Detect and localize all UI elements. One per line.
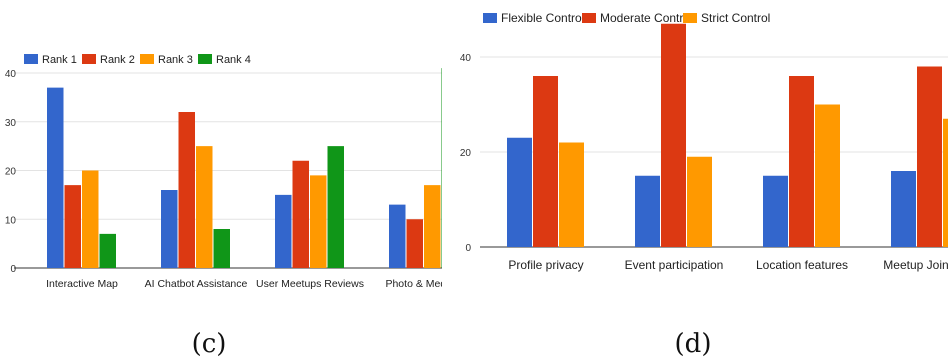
caption-c: (c) xyxy=(192,329,227,359)
bar-strict-control xyxy=(815,104,840,247)
legend-label: Flexible Control xyxy=(501,11,584,25)
chart-d-plot: 0 20 40 Profile privacy Event participation L… xyxy=(460,11,948,272)
y-tick-label: 30 xyxy=(5,118,17,129)
bar-rank-4 xyxy=(213,229,230,268)
bar-moderate-control xyxy=(661,23,686,247)
legend-label: Rank 3 xyxy=(158,54,193,66)
bar-rank-1 xyxy=(47,87,64,268)
bar-rank-4 xyxy=(327,146,344,268)
legend-label: Rank 4 xyxy=(216,54,251,66)
bar-rank-3 xyxy=(82,170,99,268)
chart-c: 0 10 20 30 40 Interactive Map AI Chatbot Assis… xyxy=(5,54,462,290)
legend-swatch xyxy=(82,54,96,64)
category-label: Event participation xyxy=(625,258,724,272)
bar-moderate-control xyxy=(789,76,814,247)
bar-rank-2 xyxy=(64,185,81,268)
bar-rank-3 xyxy=(310,175,327,268)
legend-label: Moderate Control xyxy=(600,11,693,25)
bar-rank-2 xyxy=(292,160,309,268)
bar-rank-4 xyxy=(441,68,442,268)
y-tick-label: 20 xyxy=(5,167,17,178)
bar-moderate-control xyxy=(533,76,558,247)
legend-swatch xyxy=(582,13,596,23)
bar-flexible-control xyxy=(763,175,788,247)
bar-flexible-control xyxy=(507,137,532,247)
y-tick-label: 0 xyxy=(10,264,16,275)
bar-strict-control xyxy=(687,156,712,247)
bar-flexible-control xyxy=(891,171,916,247)
legend-swatch xyxy=(24,54,38,64)
bar-rank-4 xyxy=(99,233,116,268)
y-tick-label: 40 xyxy=(5,69,17,80)
bar-rank-1 xyxy=(389,204,406,268)
legend-swatch xyxy=(140,54,154,64)
category-label: Profile privacy xyxy=(508,258,583,272)
category-label: Location features xyxy=(756,258,848,272)
bar-rank-2 xyxy=(178,112,195,268)
bar-rank-1 xyxy=(275,194,292,268)
category-label: AI Chatbot Assistance xyxy=(145,278,248,290)
legend-swatch xyxy=(198,54,212,64)
category-label: User Meetups Reviews xyxy=(256,278,364,290)
chart-d: 0 20 40 Profile privacy Event participation L… xyxy=(460,11,948,272)
y-tick-label: 40 xyxy=(460,53,472,64)
y-tick-label: 10 xyxy=(5,215,17,226)
legend-label: Strict Control xyxy=(701,11,770,25)
caption-d: (d) xyxy=(675,329,712,359)
legend-swatch xyxy=(683,13,697,23)
bar-rank-1 xyxy=(161,190,178,268)
legend-label: Rank 1 xyxy=(42,54,77,66)
category-label: Meetup Joining C xyxy=(883,258,948,272)
category-label: Interactive Map xyxy=(46,278,118,290)
bar-rank-2 xyxy=(406,219,423,268)
bar-flexible-control xyxy=(635,175,660,247)
bar-rank-3 xyxy=(424,185,441,268)
legend-label: Rank 2 xyxy=(100,54,135,66)
bar-moderate-control xyxy=(917,66,942,247)
chart-c-plot: 0 10 20 30 40 Interactive Map AI Chatbot Assis… xyxy=(5,54,462,290)
category-label: Photo & Media s xyxy=(385,278,462,290)
bar-strict-control xyxy=(943,118,948,247)
bar-strict-control xyxy=(559,142,584,247)
legend-swatch xyxy=(483,13,497,23)
bar-rank-3 xyxy=(196,146,213,268)
y-tick-label: 20 xyxy=(460,148,472,159)
y-tick-label: 0 xyxy=(465,243,471,254)
